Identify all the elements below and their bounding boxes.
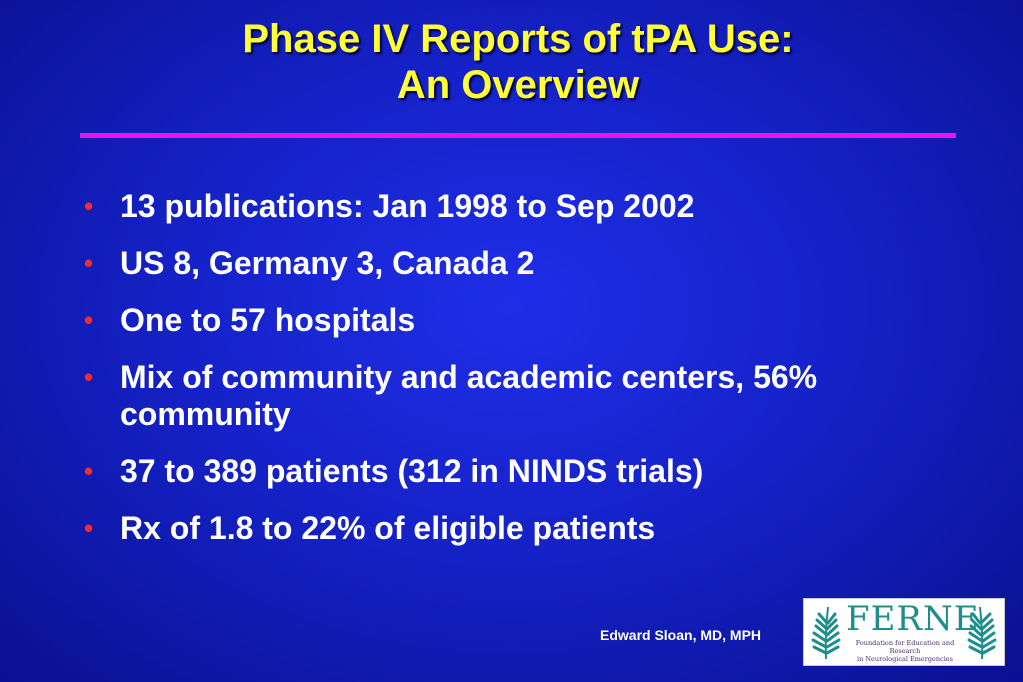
logo-wordmark: FERNE	[846, 599, 980, 639]
author-credit: Edward Sloan, MD, MPH	[600, 627, 762, 643]
fern-leaf-icon	[811, 606, 841, 660]
bullet-text: US 8, Germany 3, Canada 2	[120, 245, 535, 281]
bullet-icon: •	[84, 362, 94, 392]
logo-subtitle: Foundation for Education and Research in…	[840, 639, 970, 663]
title-line-2: An Overview	[396, 63, 640, 107]
title-line-1: Phase IV Reports of tPA Use:	[242, 17, 794, 61]
bullet-icon: •	[84, 191, 94, 221]
bullet-item: • One to 57 hospitals	[84, 302, 964, 339]
bullet-text: One to 57 hospitals	[120, 302, 416, 338]
fern-leaf-icon	[967, 606, 997, 660]
bullet-text: 13 publications: Jan 1998 to Sep 2002	[120, 188, 695, 224]
bullet-item: • US 8, Germany 3, Canada 2	[84, 245, 964, 282]
bullet-icon: •	[84, 513, 94, 543]
title-divider	[80, 133, 956, 138]
bullet-item: • Mix of community and academic centers, …	[84, 359, 964, 433]
bullet-list: • 13 publications: Jan 1998 to Sep 2002 •…	[84, 188, 964, 567]
slide-title: Phase IV Reports of tPA Use: An Overview	[80, 16, 956, 108]
logo-subtitle-line-2: in Neurological Emergencies	[857, 655, 953, 663]
ferne-logo: FERNE Foundation for Education and Resea…	[803, 598, 1005, 666]
bullet-text: Rx of 1.8 to 22% of eligible patients	[120, 510, 656, 546]
bullet-icon: •	[84, 305, 94, 335]
bullet-icon: •	[84, 248, 94, 278]
bullet-text: Mix of community and academic centers, 5…	[120, 359, 818, 432]
bullet-item: • 37 to 389 patients (312 in NINDS trials…	[84, 453, 964, 490]
bullet-text: 37 to 389 patients (312 in NINDS trials)	[120, 453, 704, 489]
bullet-item: • 13 publications: Jan 1998 to Sep 2002	[84, 188, 964, 225]
bullet-item: • Rx of 1.8 to 22% of eligible patients	[84, 510, 964, 547]
bullet-icon: •	[84, 456, 94, 486]
logo-subtitle-line-1: Foundation for Education and Research	[855, 639, 955, 655]
